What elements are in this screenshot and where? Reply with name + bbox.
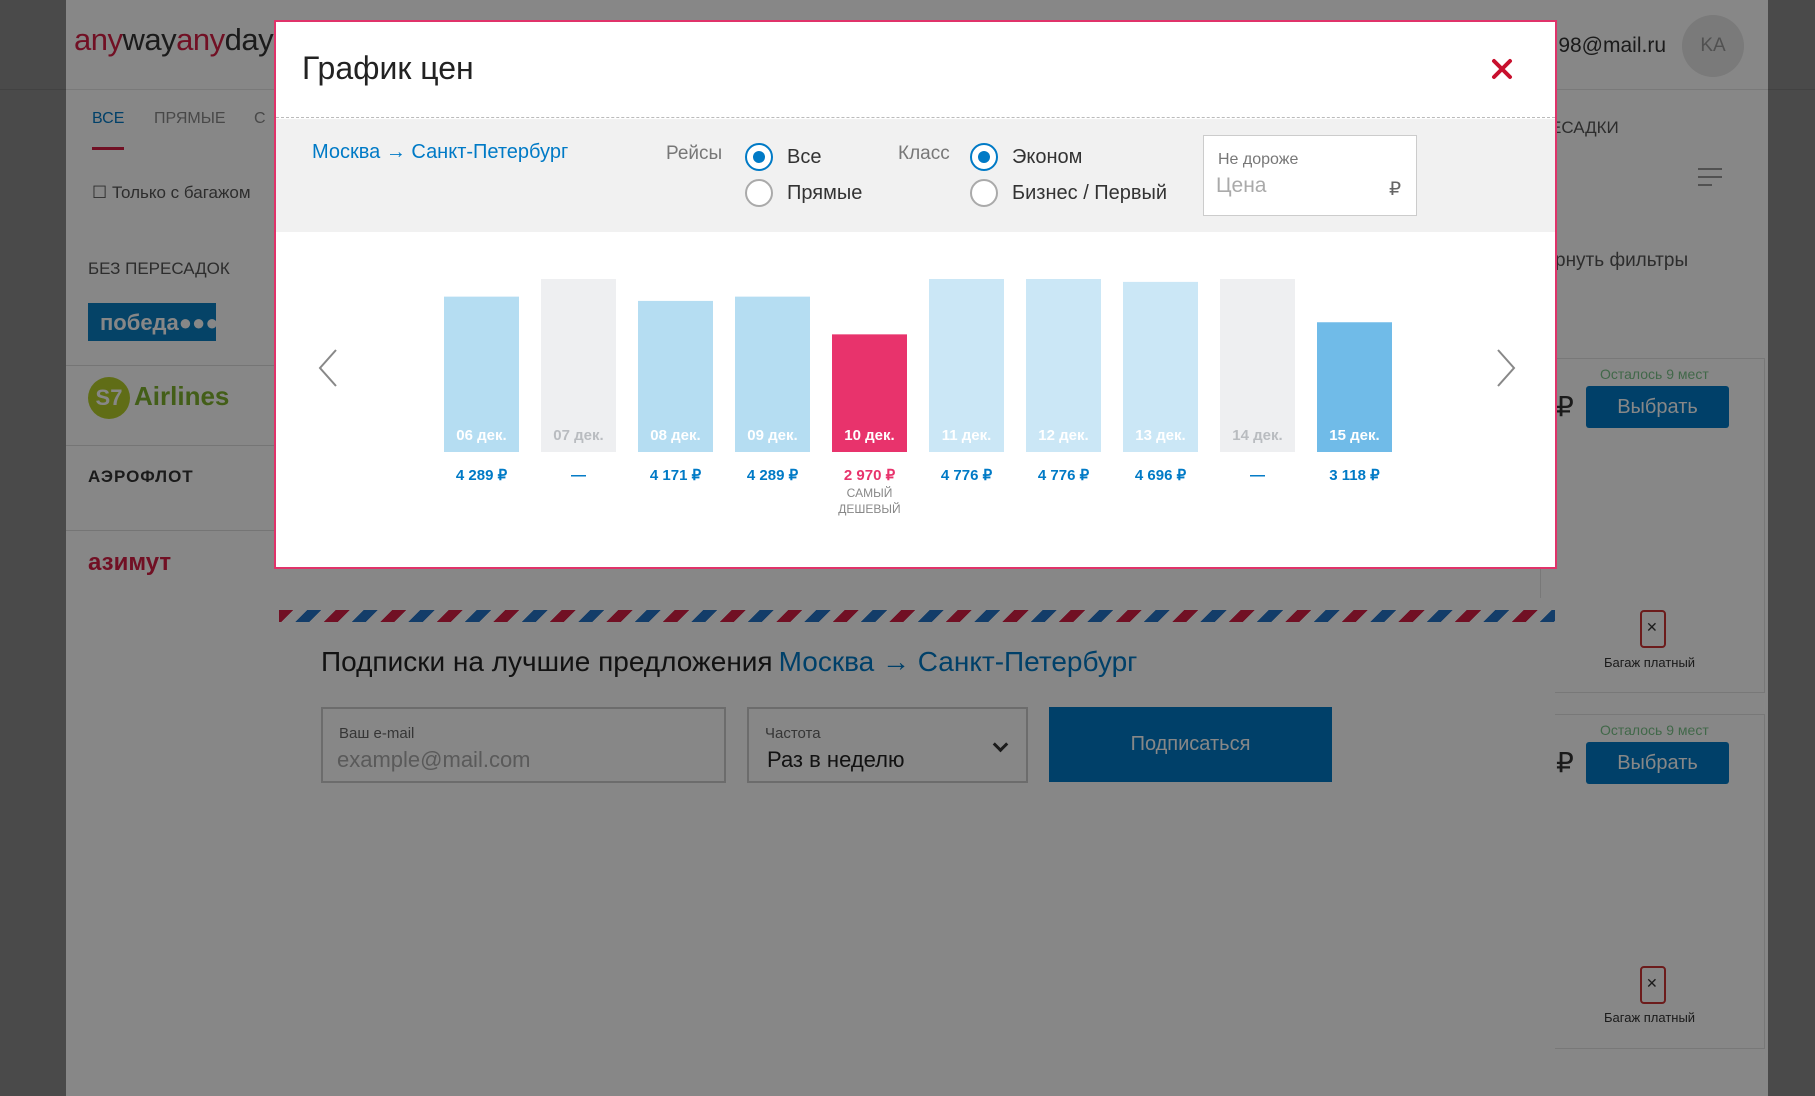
bar-date-label: 13 дек. bbox=[1135, 427, 1185, 444]
chevron-left-icon[interactable] bbox=[310, 344, 346, 392]
bar-price-label: 4 171 ₽ bbox=[650, 467, 702, 484]
ruble-icon: ₽ bbox=[1389, 179, 1402, 200]
bar-date-label: 14 дек. bbox=[1232, 427, 1282, 444]
chart-bar[interactable] bbox=[541, 279, 616, 452]
bar-date-label: 08 дек. bbox=[650, 427, 700, 444]
chart-bar[interactable] bbox=[638, 300, 713, 452]
seats-left-label: Осталось 9 мест bbox=[1600, 366, 1709, 382]
cheapest-note: САМЫЙ bbox=[847, 485, 893, 500]
bar-price-label: 4 289 ₽ bbox=[456, 467, 508, 484]
bar-price-label: 4 696 ₽ bbox=[1135, 467, 1187, 484]
baggage-label: Багаж платный bbox=[1604, 1010, 1696, 1025]
chart-bar[interactable] bbox=[444, 296, 519, 452]
bar-date-label: 11 дек. bbox=[942, 427, 992, 444]
bar-date-label: 12 дек. bbox=[1038, 427, 1088, 444]
email-field[interactable]: Ваш e-mail bbox=[321, 707, 726, 783]
select-button[interactable]: Выбрать bbox=[1586, 742, 1729, 784]
airmail-border bbox=[279, 610, 1555, 622]
cheapest-note: ДЕШЕВЫЙ bbox=[838, 501, 900, 516]
airline-pobeda[interactable]: победа●●● bbox=[88, 303, 219, 341]
price-chart-modal: График цен Москва → Санкт-Петербург Рейс… bbox=[274, 20, 1557, 569]
backdrop-edge bbox=[1768, 0, 1815, 1096]
close-icon[interactable] bbox=[1487, 54, 1517, 84]
currency-sign: ₽ bbox=[1556, 747, 1574, 778]
baggage-label: Багаж платный bbox=[1604, 655, 1696, 670]
subscribe-button[interactable]: Подписаться bbox=[1049, 707, 1332, 782]
tab-direct[interactable]: ПРЯМЫЕ bbox=[154, 110, 226, 127]
sidebar-title: БЕЗ ПЕРЕСАДОК bbox=[88, 259, 230, 278]
tab-all[interactable]: ВСЕ bbox=[92, 110, 125, 150]
backdrop-edge bbox=[0, 0, 66, 1096]
bar-price-label: 4 776 ₽ bbox=[1038, 467, 1090, 484]
radio-circle bbox=[745, 143, 773, 171]
subscription-route: Москва → Санкт-Петербург bbox=[778, 646, 1138, 677]
site-logo[interactable]: anywayanyday bbox=[74, 22, 274, 57]
bar-date-label: 15 дек. bbox=[1329, 427, 1379, 444]
email-input[interactable] bbox=[337, 747, 707, 773]
s7-logo-icon: S7 bbox=[88, 377, 130, 419]
tab-with-transfers[interactable]: ЕСАДКИ bbox=[1550, 118, 1619, 137]
user-email[interactable]: m.98@mail.ru bbox=[1535, 34, 1667, 57]
chart-bar[interactable] bbox=[1220, 279, 1295, 452]
frequency-select[interactable]: Частота Раз в неделю bbox=[747, 707, 1028, 783]
chart-bar[interactable] bbox=[1317, 322, 1392, 452]
bar-date-label: 07 дек. bbox=[553, 427, 603, 444]
radio-circle bbox=[970, 179, 998, 207]
airline-azimut[interactable]: азимут bbox=[88, 549, 172, 576]
bar-date-label: 06 дек. bbox=[456, 427, 506, 444]
frequency-value: Раз в неделю bbox=[767, 747, 905, 772]
bar-price-label: 4 289 ₽ bbox=[747, 467, 799, 484]
chart-bar[interactable] bbox=[735, 296, 810, 452]
chart-bar[interactable] bbox=[929, 279, 1004, 452]
radio-circle bbox=[970, 143, 998, 171]
collapse-filters-link[interactable]: рнуть фильтры bbox=[1555, 250, 1689, 271]
chevron-right-icon[interactable] bbox=[1488, 344, 1524, 392]
airline-aeroflot[interactable]: АЭРОФЛОТ bbox=[88, 467, 194, 486]
price-chart-svg: 06 дек. 4 289 ₽ 07 дек. — 08 дек. 4 171 ₽ 09 д… bbox=[444, 279, 1392, 516]
divider bbox=[66, 445, 276, 446]
class-label: Класс bbox=[898, 143, 950, 164]
price-chart: 06 дек. 4 289 ₽ 07 дек. — 08 дек. 4 171 ₽ 09 д… bbox=[276, 234, 1555, 569]
subscription-title: Подписки на лучшие предложения Москва → С… bbox=[321, 646, 1138, 677]
avatar[interactable]: KA bbox=[1682, 15, 1744, 77]
luggage-icon bbox=[1640, 966, 1666, 1004]
max-price-input[interactable] bbox=[1216, 174, 1376, 198]
divider bbox=[66, 530, 276, 531]
bar-price-label: — bbox=[571, 467, 586, 484]
chart-bar[interactable] bbox=[1123, 281, 1198, 452]
bar-date-label: 10 дек. bbox=[844, 427, 894, 444]
subscription-panel: Подписки на лучшие предложения Москва → С… bbox=[279, 598, 1555, 1086]
max-price-label: Не дороже bbox=[1218, 151, 1299, 168]
modal-title: График цен bbox=[302, 50, 474, 86]
bar-price-label: 3 118 ₽ bbox=[1329, 467, 1380, 484]
chart-bar[interactable] bbox=[832, 334, 907, 452]
frequency-label: Частота bbox=[765, 725, 821, 742]
radio-circle bbox=[745, 179, 773, 207]
bar-date-label: 09 дек. bbox=[747, 427, 797, 444]
airline-s7[interactable]: S7 Airlines bbox=[88, 377, 288, 421]
chart-bar[interactable] bbox=[1026, 279, 1101, 452]
chart-filters: Москва → Санкт-Петербург Рейсы Все Прямы… bbox=[276, 119, 1555, 232]
divider bbox=[66, 365, 276, 366]
tab-transfers[interactable]: С bbox=[254, 110, 266, 127]
bar-price-label: 4 776 ₽ bbox=[941, 467, 993, 484]
filter-settings-icon[interactable] bbox=[1698, 162, 1728, 192]
bar-price-label: 2 970 ₽ bbox=[844, 467, 896, 484]
flights-label: Рейсы bbox=[666, 143, 723, 164]
email-field-label: Ваш e-mail bbox=[339, 725, 415, 742]
modal-header: График цен bbox=[276, 22, 1555, 118]
seats-left-label: Осталось 9 мест bbox=[1600, 722, 1709, 738]
bar-price-label: — bbox=[1250, 467, 1265, 484]
select-button[interactable]: Выбрать bbox=[1586, 386, 1729, 428]
max-price-field[interactable]: Не дороже ₽ bbox=[1203, 135, 1417, 216]
currency-sign: ₽ bbox=[1556, 391, 1574, 422]
only-baggage-checkbox[interactable]: ☐ Только с багажом bbox=[92, 183, 251, 202]
route-link[interactable]: Москва → Санкт-Петербург bbox=[312, 141, 569, 163]
luggage-icon bbox=[1640, 610, 1666, 648]
